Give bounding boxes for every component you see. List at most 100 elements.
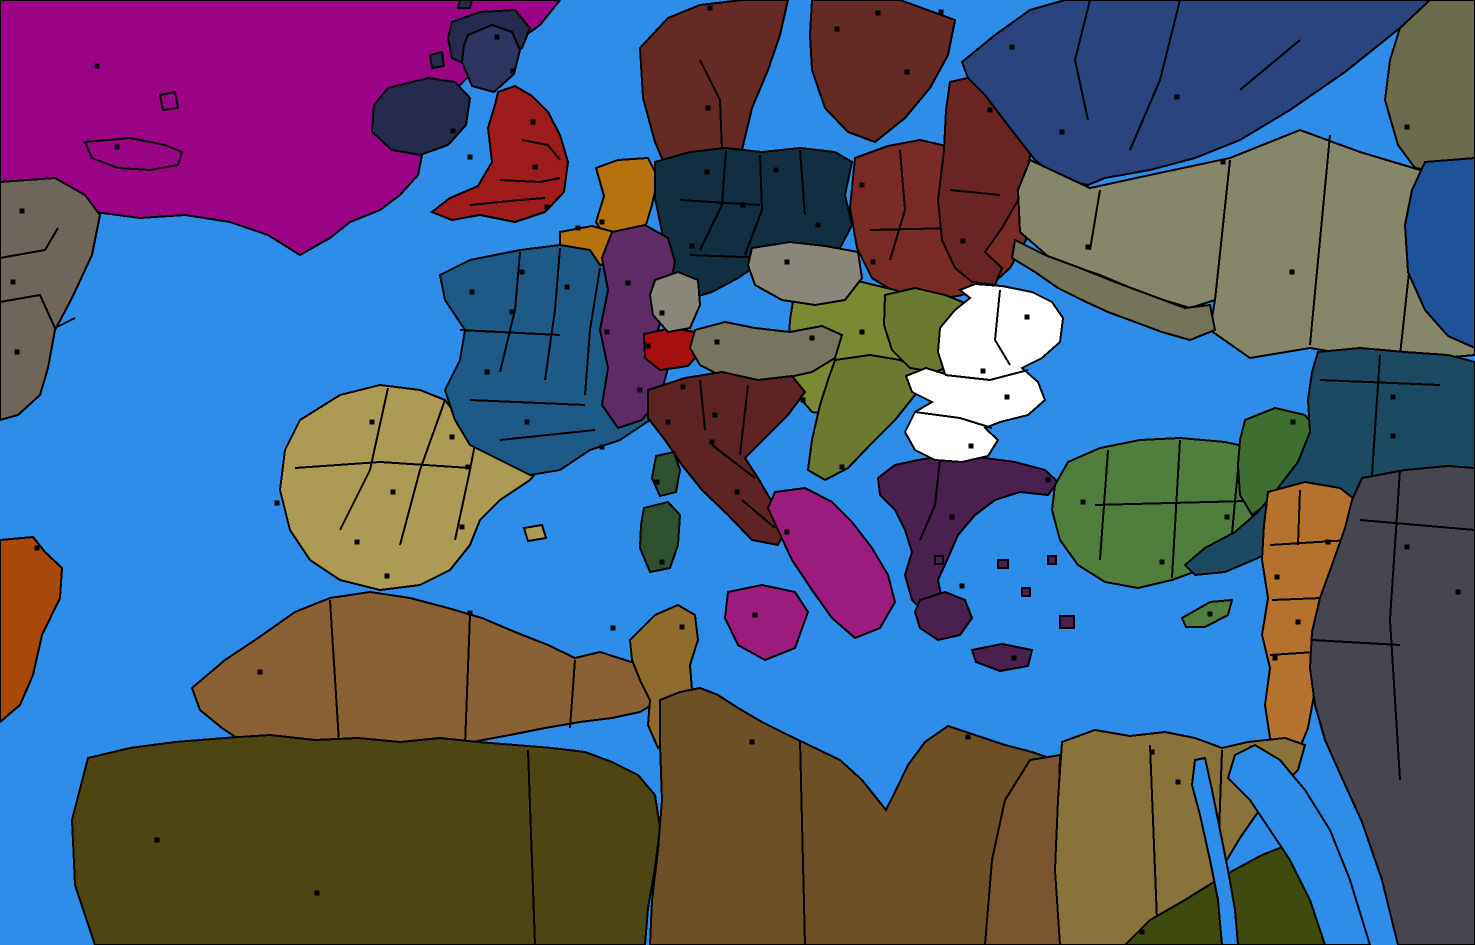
capital-marker [859,329,865,335]
capital-marker [530,119,536,125]
capital-marker [1174,94,1180,100]
capital-marker [1175,779,1181,785]
region-corsica-sardinia[interactable] [638,500,682,574]
capital-marker [1295,619,1301,625]
province-border [0,227,59,259]
capital-marker [467,154,473,160]
capital-marker [1011,655,1017,661]
region-byzantium-greece[interactable] [876,453,1060,620]
capital-marker [645,343,651,349]
province-border [464,614,471,746]
capital-marker [1024,314,1030,320]
capital-marker [1390,394,1396,400]
region-scotland[interactable] [460,23,522,94]
region-iceland[interactable] [428,50,446,70]
capital-marker [1159,559,1165,565]
capital-marker [625,280,631,286]
capital-marker [980,368,986,374]
capital-marker [809,335,815,341]
capital-marker [1290,419,1296,425]
province-border [919,459,941,541]
region-byzantium-greece[interactable] [997,559,1009,569]
province-border [1271,597,1323,601]
region-byzantium-greece[interactable] [970,642,1034,673]
province-border [744,154,764,256]
capital-marker [784,529,790,535]
province-border [1214,159,1231,301]
region-sahara-interior[interactable] [70,733,662,945]
capital-marker [469,289,475,295]
capital-marker [773,167,779,173]
region-bohemia-austria-north[interactable] [746,240,864,307]
capital-marker [509,309,515,315]
capital-marker [532,164,538,170]
region-arabia-mesopotamia[interactable] [1308,464,1475,945]
nile-river [1190,756,1240,945]
region-iceland[interactable] [456,0,474,9]
province-border [544,247,561,381]
region-byzantium-greece[interactable] [913,590,974,642]
region-ukraine-coast[interactable] [1010,238,1217,342]
capital-marker [510,68,516,74]
capital-marker [154,837,160,843]
province-border [379,461,471,469]
region-byzantium-greece[interactable] [1059,615,1075,629]
red-sea [1226,743,1372,945]
province-border [499,429,596,441]
capital-marker [465,464,471,470]
capital-marker [659,559,665,565]
region-libya[interactable] [648,686,1064,945]
province-border [1309,134,1331,346]
province-border [993,289,1011,366]
region-byzantium-greece[interactable] [1021,587,1031,597]
region-naples-sicily[interactable] [766,486,897,640]
province-border [469,197,546,206]
province-border [1388,469,1401,781]
region-italy-north[interactable] [647,370,807,547]
capital-marker [679,624,685,630]
region-byzantium-greece[interactable] [1047,555,1057,565]
capital-marker [1004,394,1010,400]
capital-marker [599,444,605,450]
region-byzantium-greece[interactable] [934,555,944,565]
region-bohemia-austria-north[interactable] [648,270,702,334]
region-greenland[interactable] [83,136,184,172]
province-border [1311,639,1401,646]
region-brazil-coast[interactable] [0,535,64,724]
province-border [949,189,1001,196]
region-austria-south[interactable] [688,320,844,384]
region-corsica-sardinia[interactable] [650,450,682,498]
region-cyprus[interactable] [1180,598,1234,628]
region-ireland[interactable] [370,76,472,157]
region-armenia[interactable] [1183,346,1475,577]
capital-marker [257,669,263,675]
capital-marker [494,34,500,40]
province-border [914,411,993,429]
region-iberia[interactable] [522,523,548,543]
capital-marker [384,573,390,579]
capital-marker [904,69,910,75]
province-border [1269,651,1316,656]
capital-marker [784,259,790,265]
region-greenland[interactable] [158,90,180,112]
capital-marker [1274,574,1280,580]
capital-marker [637,387,643,393]
capital-marker [654,479,660,485]
province-border [521,139,561,161]
capital-marker [450,128,456,134]
capital-marker [1220,159,1226,165]
province-border [294,461,381,469]
capital-marker [484,369,490,375]
region-north-america[interactable] [0,176,102,422]
province-border [699,149,727,251]
capital-marker [519,269,525,275]
capital-marker [449,434,455,440]
province-border [1171,439,1181,579]
region-finland[interactable] [808,0,957,144]
province-border [799,149,806,216]
region-naples-sicily[interactable] [723,583,810,662]
province-border [584,267,601,396]
capital-marker [10,279,16,285]
